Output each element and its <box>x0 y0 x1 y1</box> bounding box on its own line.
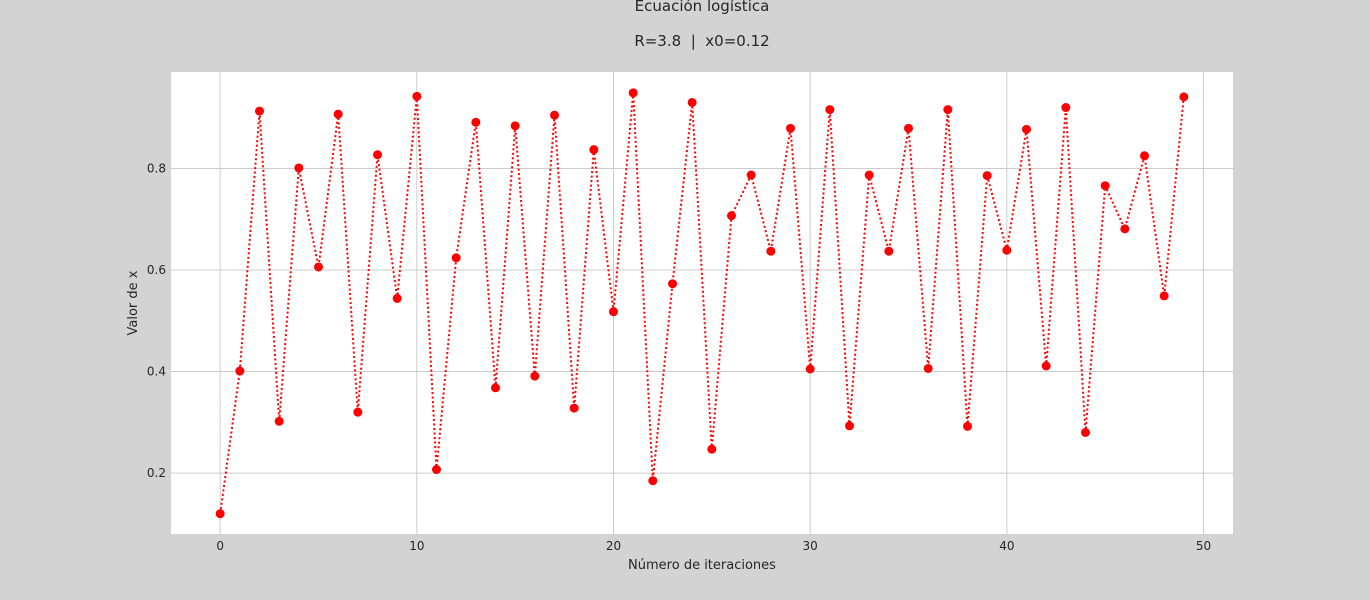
data-point <box>1061 103 1071 113</box>
data-point <box>1022 124 1031 134</box>
y-tick-label: 0.2 <box>147 466 166 480</box>
data-point <box>569 403 579 413</box>
data-point <box>215 509 225 519</box>
data-point <box>668 279 677 289</box>
plot-area <box>171 72 1233 534</box>
x-axis-label: Número de iteraciones <box>628 558 776 573</box>
tick-labels: 0 10 20 30 40 50 0.2 0.4 0.6 0.8 <box>147 161 1211 553</box>
data-point <box>373 150 382 160</box>
series-line <box>219 92 1185 514</box>
data-point <box>589 145 599 155</box>
data-point <box>1081 427 1090 437</box>
chart-subtitle: R=3.8 | x0=0.12 <box>634 32 769 50</box>
data-series <box>215 88 1189 519</box>
data-point <box>687 97 697 107</box>
data-point <box>923 363 933 373</box>
data-point <box>550 110 559 120</box>
data-point <box>825 105 835 115</box>
data-point <box>1140 151 1149 161</box>
data-point <box>235 366 245 376</box>
data-point <box>294 163 304 173</box>
data-point <box>491 383 500 393</box>
data-point <box>904 123 913 133</box>
data-point <box>845 421 854 431</box>
data-point <box>392 293 402 303</box>
data-point <box>1120 224 1130 234</box>
x-tick-label: 20 <box>606 539 621 553</box>
y-tick-label: 0.4 <box>147 365 166 379</box>
y-axis-label: Valor de x <box>126 270 141 335</box>
data-point <box>963 421 972 431</box>
data-point <box>943 105 953 115</box>
data-point <box>412 91 422 101</box>
data-point <box>648 476 658 486</box>
data-point <box>471 117 481 127</box>
x-tick-label: 10 <box>409 539 424 553</box>
x-tick-label: 30 <box>803 539 818 553</box>
data-point <box>333 109 343 119</box>
y-tick-label: 0.8 <box>147 161 166 175</box>
data-point <box>451 253 461 263</box>
data-point <box>609 307 618 317</box>
data-point <box>274 416 284 426</box>
data-point <box>1179 92 1189 102</box>
data-point <box>1100 181 1110 191</box>
data-point <box>786 123 795 133</box>
data-point <box>805 364 815 374</box>
data-point <box>746 170 756 180</box>
data-point <box>884 246 894 256</box>
data-point <box>1159 291 1169 301</box>
data-point <box>727 211 736 221</box>
x-tick-label: 50 <box>1196 539 1211 553</box>
data-point <box>982 171 992 181</box>
y-tick-label: 0.6 <box>147 263 166 277</box>
data-point <box>628 88 638 98</box>
data-point <box>707 444 717 454</box>
data-point <box>530 371 540 381</box>
data-point <box>864 170 874 180</box>
x-tick-label: 40 <box>999 539 1014 553</box>
data-point <box>432 465 441 475</box>
data-point <box>255 106 264 116</box>
data-point <box>314 262 323 272</box>
chart-title: Ecuación logística <box>635 0 770 15</box>
data-point <box>510 121 520 131</box>
data-point <box>1002 245 1012 255</box>
data-point <box>353 407 363 417</box>
data-point <box>766 246 776 256</box>
x-tick-label: 0 <box>216 539 224 553</box>
data-point <box>1041 361 1051 371</box>
